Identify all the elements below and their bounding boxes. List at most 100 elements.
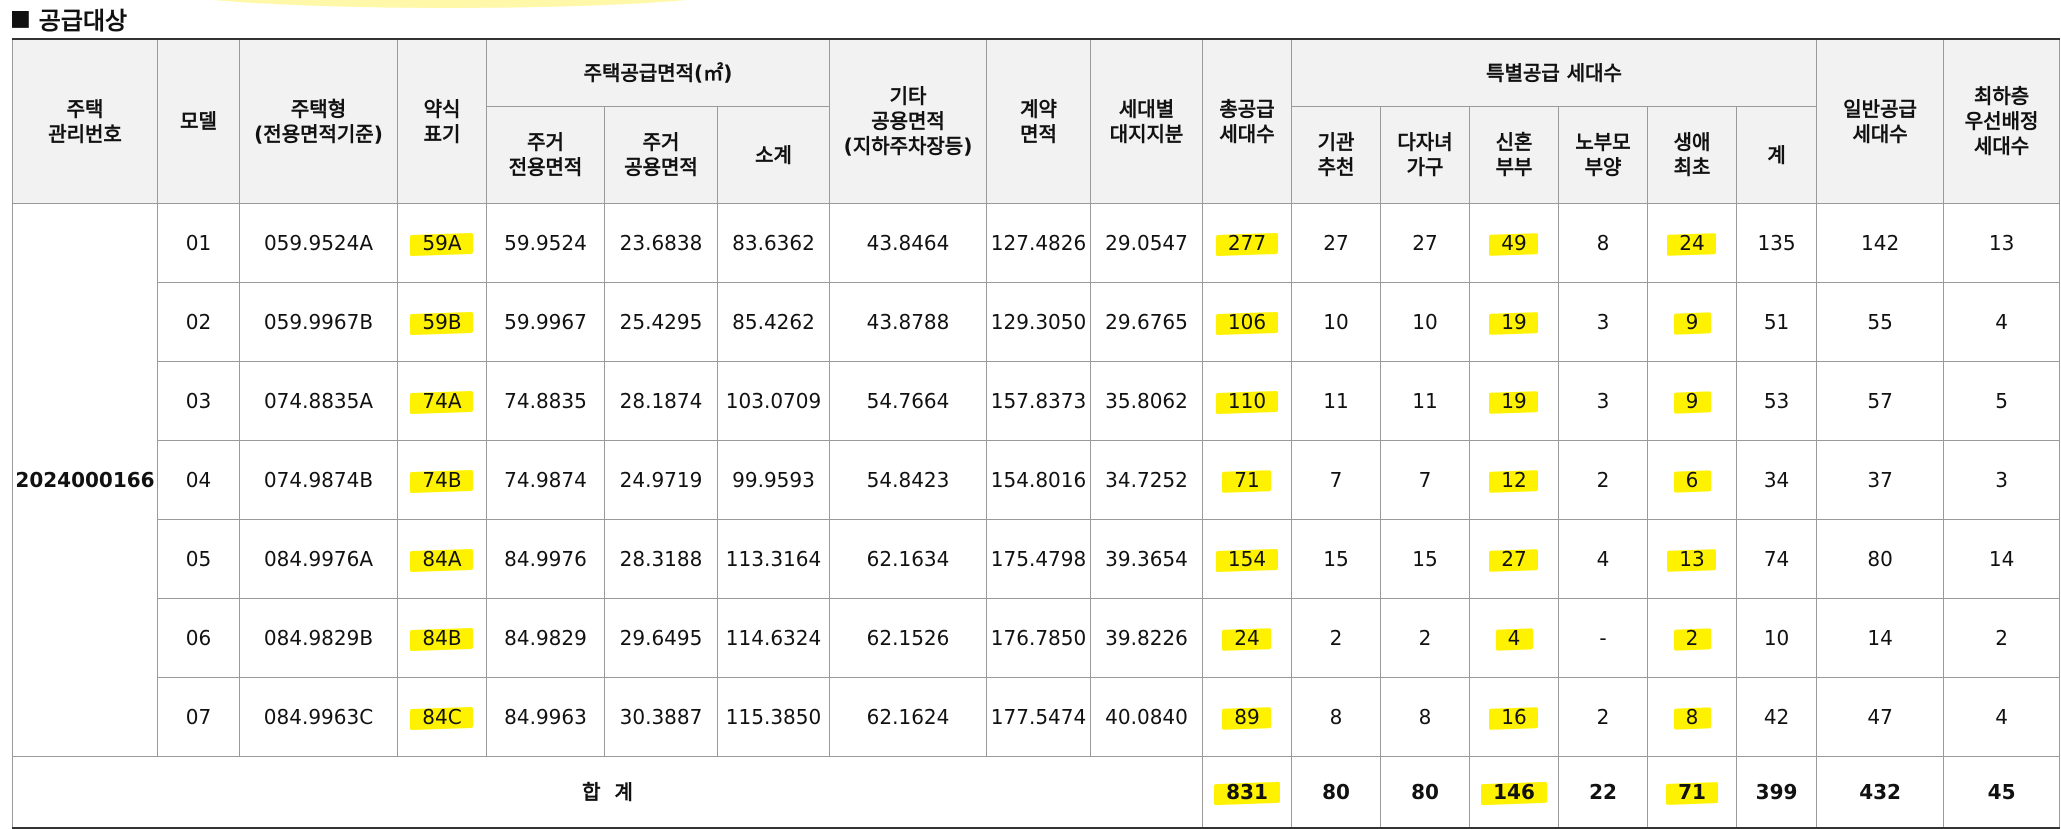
cell-agency: 2 xyxy=(1291,598,1382,678)
cell-housing-type: 059.9524A xyxy=(239,203,398,283)
header-lowest-floor: 최하층 우선배정 세대수 xyxy=(1943,38,2061,204)
cell-subtotal: 83.6362 xyxy=(716,203,831,283)
cell-housing-type: 074.8835A xyxy=(239,361,398,441)
cell-land-share: 39.8226 xyxy=(1090,598,1204,678)
cell-other-area: 62.1526 xyxy=(829,598,988,678)
cell-multichild: 7 xyxy=(1380,440,1471,520)
cell-common-area: 24.9719 xyxy=(604,440,718,520)
cell-firsttime: 9 xyxy=(1647,361,1738,441)
highlight-mark-decoration xyxy=(160,0,740,8)
cell-land-share: 29.6765 xyxy=(1090,282,1204,362)
header-mgmt-number: 주택 관리번호 xyxy=(12,38,158,204)
cell-mgmt-number: 2024000166 xyxy=(12,203,158,757)
cell-subtotal: 115.3850 xyxy=(716,677,831,757)
totals-label: 합 계 xyxy=(11,756,1204,829)
table-row: 03 074.8835A 74A 74.8835 28.1874 103.0709 54.7… xyxy=(13,361,2061,441)
header-supply-area: 주택공급면적(㎡) xyxy=(485,38,831,107)
table-row: 04 074.9874B 74B 74.9874 24.9719 99.9593 54.84… xyxy=(13,440,2061,520)
cell-subtotal: 114.6324 xyxy=(716,598,831,678)
cell-common-area: 28.3188 xyxy=(604,519,718,599)
cell-land-share: 35.8062 xyxy=(1090,361,1204,441)
cell-newlywed: 27 xyxy=(1469,519,1560,599)
cell-firsttime: 24 xyxy=(1647,203,1738,283)
cell-other-area: 43.8464 xyxy=(829,203,988,283)
section-title: ■ 공급대상 xyxy=(10,2,128,35)
cell-multichild: 8 xyxy=(1380,677,1471,757)
totals-elderly: 22 xyxy=(1558,756,1649,829)
cell-elderly: 4 xyxy=(1558,519,1649,599)
header-contract-area: 계약 면적 xyxy=(986,38,1092,204)
totals-total-units: 831 xyxy=(1202,756,1293,829)
cell-newlywed: 12 xyxy=(1469,440,1560,520)
cell-total-units: 154 xyxy=(1202,519,1293,599)
cell-sum: 135 xyxy=(1736,203,1818,283)
cell-common-area: 25.4295 xyxy=(604,282,718,362)
cell-housing-type: 074.9874B xyxy=(239,440,398,520)
cell-abbr: 74A xyxy=(397,361,487,441)
cell-multichild: 15 xyxy=(1380,519,1471,599)
cell-total-units: 106 xyxy=(1202,282,1293,362)
cell-other-area: 62.1634 xyxy=(829,519,988,599)
cell-exclusive-area: 84.9976 xyxy=(486,519,605,599)
cell-subtotal: 113.3164 xyxy=(716,519,831,599)
cell-model: 07 xyxy=(157,677,240,757)
cell-firsttime: 9 xyxy=(1647,282,1738,362)
cell-agency: 27 xyxy=(1291,203,1382,283)
table-row: 07 084.9963C 84C 84.9963 30.3887 115.3850 62.1… xyxy=(13,677,2061,757)
cell-lowest-floor: 4 xyxy=(1943,677,2061,757)
cell-contract-area: 177.5474 xyxy=(986,677,1092,757)
cell-exclusive-area: 59.9524 xyxy=(486,203,605,283)
cell-newlywed: 4 xyxy=(1469,598,1560,678)
cell-general-units: 55 xyxy=(1816,282,1945,362)
table-row: 06 084.9829B 84B 84.9829 29.6495 114.6324 62.1… xyxy=(13,598,2061,678)
cell-housing-type: 084.9976A xyxy=(239,519,398,599)
cell-firsttime: 13 xyxy=(1647,519,1738,599)
cell-contract-area: 176.7850 xyxy=(986,598,1092,678)
cell-total-units: 89 xyxy=(1202,677,1293,757)
cell-firsttime: 8 xyxy=(1647,677,1738,757)
cell-housing-type: 084.9963C xyxy=(239,677,398,757)
table-row: 02 059.9967B 59B 59.9967 25.4295 85.4262 43.87… xyxy=(13,282,2061,362)
cell-contract-area: 154.8016 xyxy=(986,440,1092,520)
cell-model: 03 xyxy=(157,361,240,441)
cell-contract-area: 129.3050 xyxy=(986,282,1092,362)
cell-elderly: 3 xyxy=(1558,282,1649,362)
cell-firsttime: 6 xyxy=(1647,440,1738,520)
cell-lowest-floor: 5 xyxy=(1943,361,2061,441)
totals-agency: 80 xyxy=(1291,756,1382,829)
cell-sum: 74 xyxy=(1736,519,1818,599)
header-agency: 기관 추천 xyxy=(1291,106,1382,204)
totals-multichild: 80 xyxy=(1380,756,1471,829)
cell-land-share: 29.0547 xyxy=(1090,203,1204,283)
cell-sum: 53 xyxy=(1736,361,1818,441)
cell-common-area: 29.6495 xyxy=(604,598,718,678)
cell-agency: 11 xyxy=(1291,361,1382,441)
header-model: 모델 xyxy=(157,38,240,204)
cell-abbr: 74B xyxy=(397,440,487,520)
cell-land-share: 40.0840 xyxy=(1090,677,1204,757)
cell-land-share: 39.3654 xyxy=(1090,519,1204,599)
cell-subtotal: 85.4262 xyxy=(716,282,831,362)
cell-contract-area: 175.4798 xyxy=(986,519,1092,599)
cell-general-units: 37 xyxy=(1816,440,1945,520)
cell-firsttime: 2 xyxy=(1647,598,1738,678)
cell-elderly: 3 xyxy=(1558,361,1649,441)
cell-agency: 10 xyxy=(1291,282,1382,362)
header-abbr: 약식 표기 xyxy=(397,38,487,204)
cell-newlywed: 16 xyxy=(1469,677,1560,757)
cell-multichild: 10 xyxy=(1380,282,1471,362)
section-title-text: 공급대상 xyxy=(38,6,128,35)
cell-model: 06 xyxy=(157,598,240,678)
totals-row: 합 계 831 80 80 146 22 71 399 432 45 xyxy=(11,756,2061,829)
cell-lowest-floor: 14 xyxy=(1943,519,2061,599)
cell-elderly: 2 xyxy=(1558,677,1649,757)
cell-general-units: 80 xyxy=(1816,519,1945,599)
table-row: 2024000166 01 059.9524A 59A 59.9524 23.6838 83… xyxy=(12,203,2061,757)
cell-exclusive-area: 74.8835 xyxy=(486,361,605,441)
cell-total-units: 71 xyxy=(1202,440,1293,520)
cell-abbr: 59A xyxy=(397,203,487,283)
cell-abbr: 59B xyxy=(397,282,487,362)
totals-lowest-floor: 45 xyxy=(1943,756,2061,829)
header-newlywed: 신혼 부부 xyxy=(1469,106,1560,204)
cell-abbr: 84B xyxy=(397,598,487,678)
